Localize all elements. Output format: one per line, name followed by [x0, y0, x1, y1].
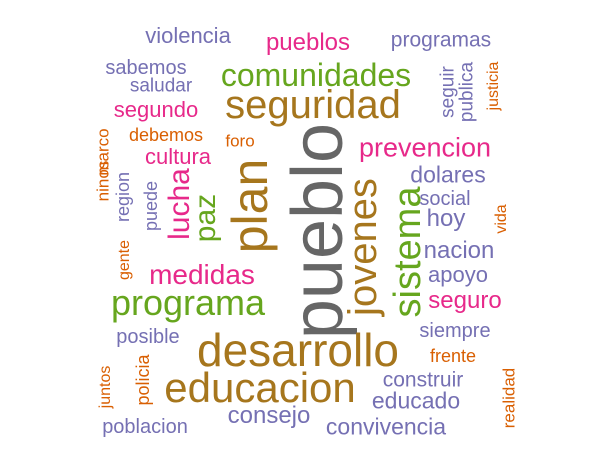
word-paz: paz: [189, 193, 222, 243]
word-seguir: seguir: [437, 66, 459, 118]
word-nacion: nacion: [423, 237, 495, 264]
word-region: region: [113, 171, 133, 223]
word-pueblos: pueblos: [265, 29, 351, 56]
word-medidas: medidas: [149, 259, 255, 290]
word-educacion: educacion: [164, 364, 356, 411]
word-jovenes: jovenes: [341, 178, 385, 316]
word-segundo: segundo: [113, 97, 199, 122]
word-consejo: consejo: [227, 402, 311, 429]
word-foro: foro: [225, 131, 255, 151]
word-plan: plan: [222, 158, 278, 254]
word-hoy: hoy: [426, 205, 466, 232]
word-desarrollo: desarrollo: [197, 324, 399, 376]
word-justicia: justicia: [485, 61, 502, 111]
word-convivencia: convivencia: [325, 413, 447, 440]
word-vida: vida: [493, 204, 510, 234]
word-gente: gente: [116, 239, 133, 281]
word-posible: posible: [116, 326, 180, 348]
word-realidad: realidad: [499, 367, 519, 429]
word-dolares: dolares: [410, 161, 486, 188]
word-construir: construir: [382, 368, 464, 392]
word-seguridad: seguridad: [225, 83, 401, 127]
word-programa: programa: [110, 282, 266, 323]
word-frente: frente: [429, 346, 477, 366]
word-educado: educado: [371, 387, 461, 414]
word-apoyo: apoyo: [428, 262, 488, 287]
word-puede: puede: [141, 180, 161, 232]
word-sabemos: sabemos: [105, 57, 187, 79]
word-comunidades: comunidades: [220, 57, 412, 93]
word-juntos: juntos: [97, 365, 114, 409]
word-publica: publica: [456, 61, 478, 123]
word-social: social: [419, 188, 471, 210]
word-violencia: violencia: [145, 23, 231, 48]
word-siempre: siempre: [419, 320, 491, 342]
word-seguro: seguro: [428, 287, 502, 314]
word-poblacion: poblacion: [102, 416, 188, 438]
word-prevencion: prevencion: [358, 132, 492, 163]
word-saludar: saludar: [129, 75, 193, 97]
word-programas: programas: [390, 28, 492, 52]
word-cultura: cultura: [144, 144, 212, 169]
word-debemos: debemos: [128, 125, 204, 145]
word-marco: marco: [93, 128, 113, 176]
word-policia: policia: [133, 354, 153, 406]
